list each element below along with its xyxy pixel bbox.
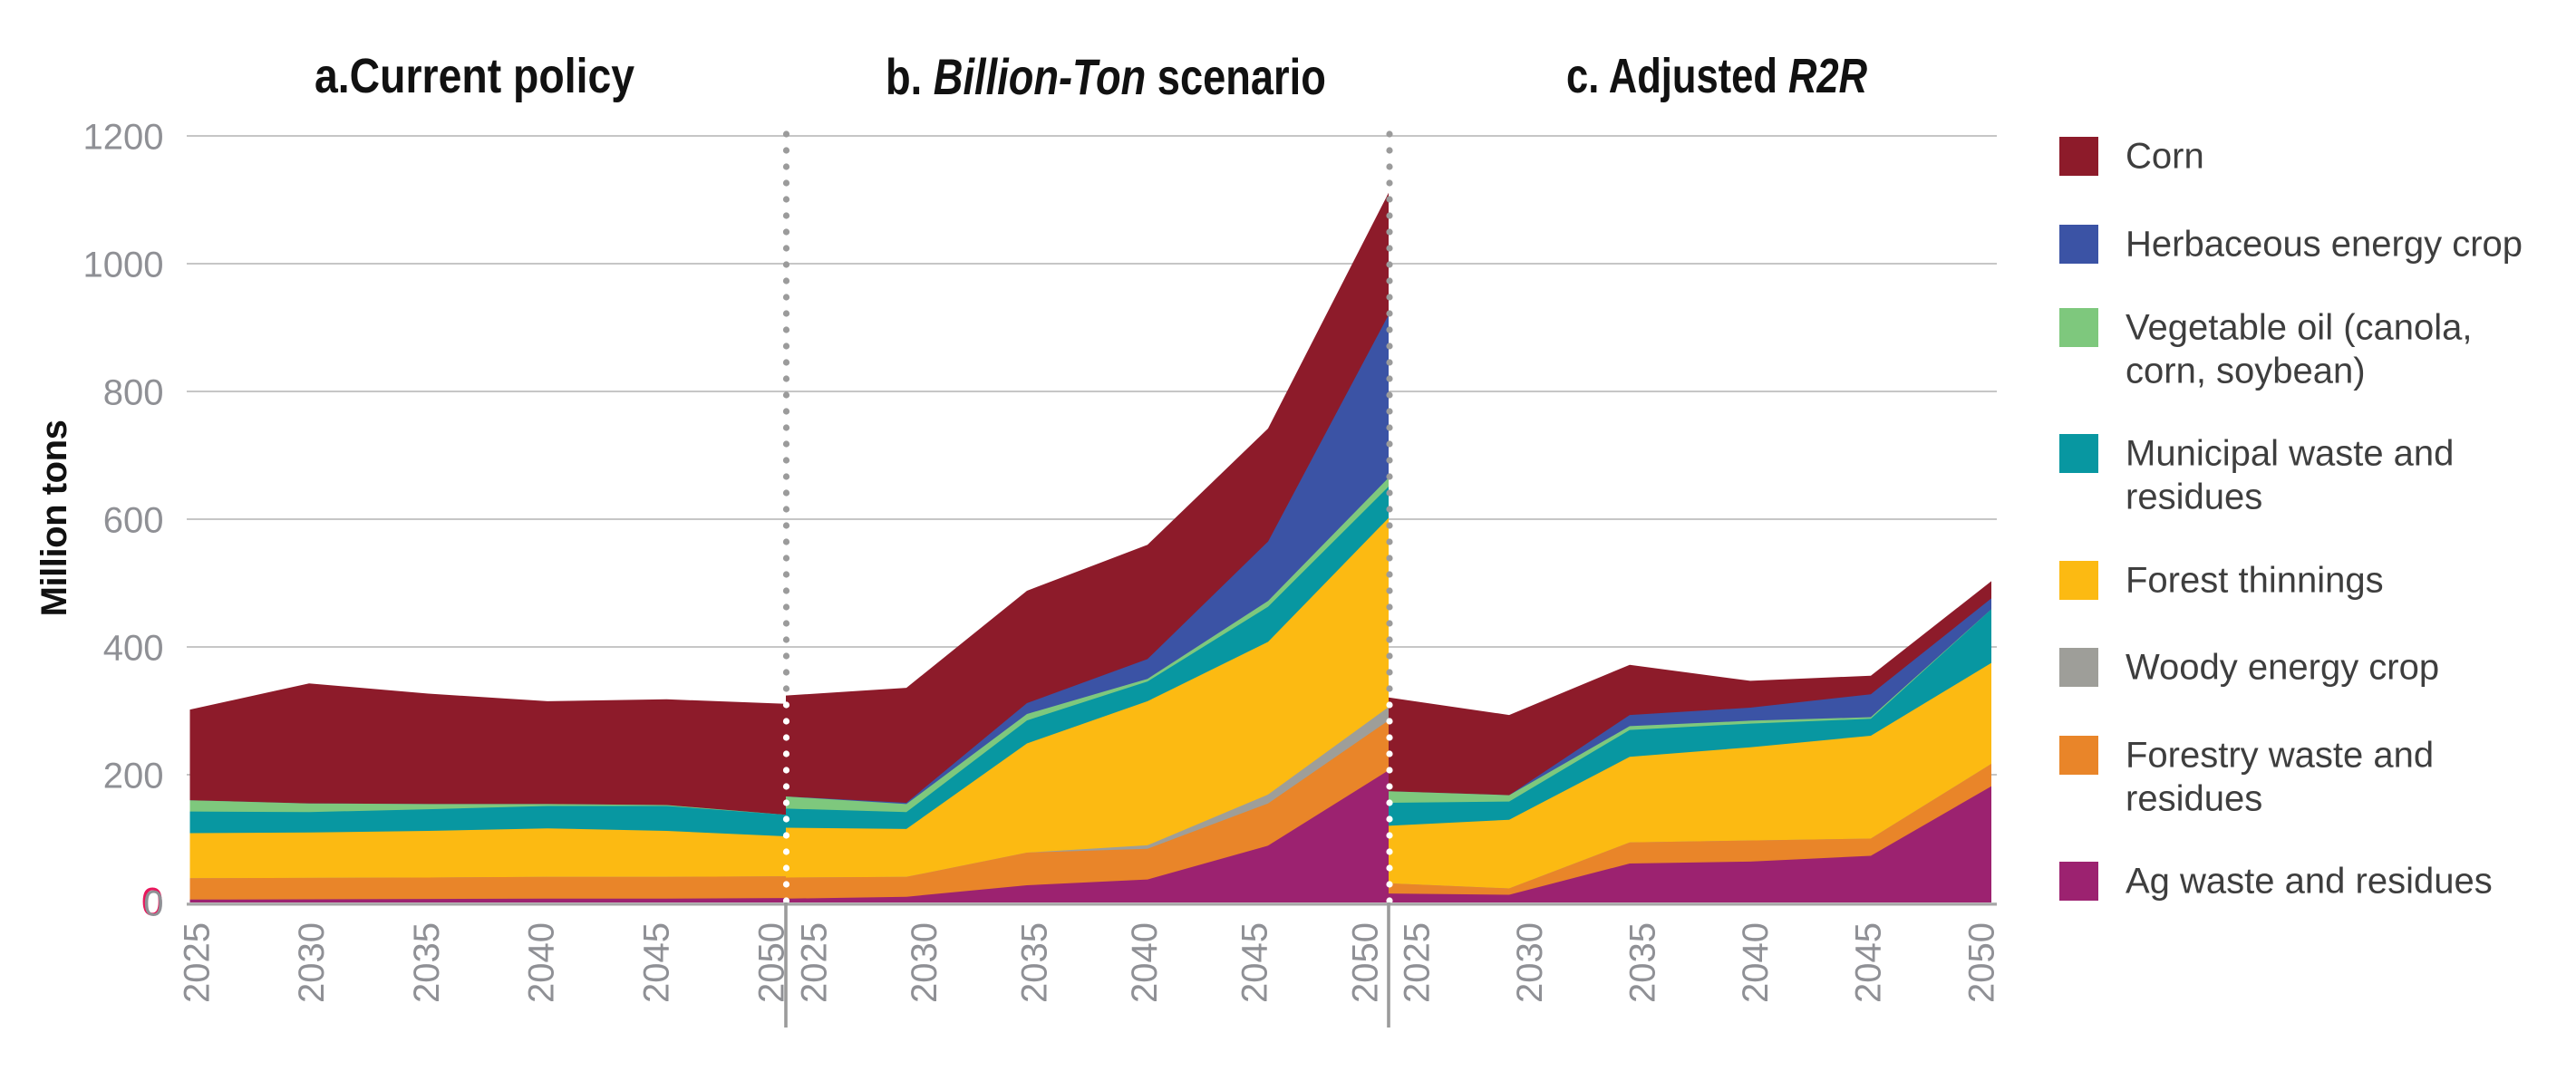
svg-text:2025: 2025 <box>1397 922 1437 1003</box>
svg-text:2040: 2040 <box>1125 922 1165 1003</box>
svg-text:1200: 1200 <box>83 117 164 157</box>
svg-text:Herbaceous energy crop: Herbaceous energy crop <box>2126 224 2523 264</box>
svg-text:1000: 1000 <box>83 245 164 285</box>
svg-text:0: 0 <box>141 880 163 924</box>
svg-text:2035: 2035 <box>1623 922 1663 1003</box>
svg-text:2045: 2045 <box>637 922 677 1003</box>
svg-text:400: 400 <box>103 628 164 668</box>
svg-text:Vegetable oil (canola,: Vegetable oil (canola, <box>2126 307 2473 347</box>
svg-text:0: 0 <box>143 883 163 923</box>
svg-text:2040: 2040 <box>522 922 562 1003</box>
svg-text:2045: 2045 <box>1235 922 1275 1003</box>
svg-text:200: 200 <box>103 756 164 796</box>
svg-text:2050: 2050 <box>751 922 791 1003</box>
svg-text:2050: 2050 <box>1345 922 1385 1003</box>
svg-text:b. Billion-Ton scenario: b. Billion-Ton scenario <box>886 48 1326 105</box>
svg-text:corn, soybean): corn, soybean) <box>2126 351 2366 391</box>
svg-text:residues: residues <box>2126 778 2262 818</box>
svg-text:2045: 2045 <box>1849 922 1889 1003</box>
svg-text:Forestry waste and: Forestry waste and <box>2126 735 2434 775</box>
svg-text:Million tons: Million tons <box>34 420 74 617</box>
svg-text:a.Current policy: a.Current policy <box>315 48 634 103</box>
svg-text:800: 800 <box>103 372 164 412</box>
svg-text:Ag waste and residues: Ag waste and residues <box>2126 861 2493 901</box>
svg-text:Corn: Corn <box>2126 136 2204 176</box>
svg-text:Forest thinnings: Forest thinnings <box>2126 560 2384 600</box>
svg-text:600: 600 <box>103 500 164 540</box>
svg-text:residues: residues <box>2126 477 2262 516</box>
svg-text:2035: 2035 <box>1015 922 1055 1003</box>
svg-text:2050: 2050 <box>1961 922 2001 1003</box>
svg-text:2025: 2025 <box>177 922 217 1003</box>
svg-text:2030: 2030 <box>1510 922 1550 1003</box>
svg-text:c. Adjusted R2R: c. Adjusted R2R <box>1566 50 1868 103</box>
svg-text:2040: 2040 <box>1736 922 1776 1003</box>
svg-text:Municipal waste and: Municipal waste and <box>2126 433 2454 473</box>
svg-text:2030: 2030 <box>905 922 944 1003</box>
svg-text:Woody energy crop: Woody energy crop <box>2126 647 2439 687</box>
svg-text:2030: 2030 <box>292 922 332 1003</box>
svg-text:2035: 2035 <box>407 922 447 1003</box>
svg-text:2025: 2025 <box>794 922 834 1003</box>
